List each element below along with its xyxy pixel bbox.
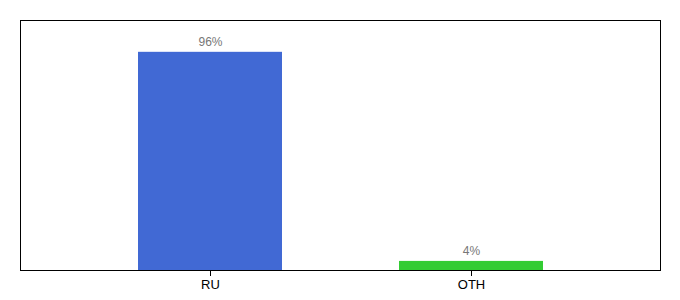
svg-text:RU: RU — [201, 277, 220, 292]
svg-text:4%: 4% — [463, 244, 481, 258]
svg-text:96%: 96% — [198, 35, 222, 49]
svg-text:OTH: OTH — [458, 277, 485, 292]
